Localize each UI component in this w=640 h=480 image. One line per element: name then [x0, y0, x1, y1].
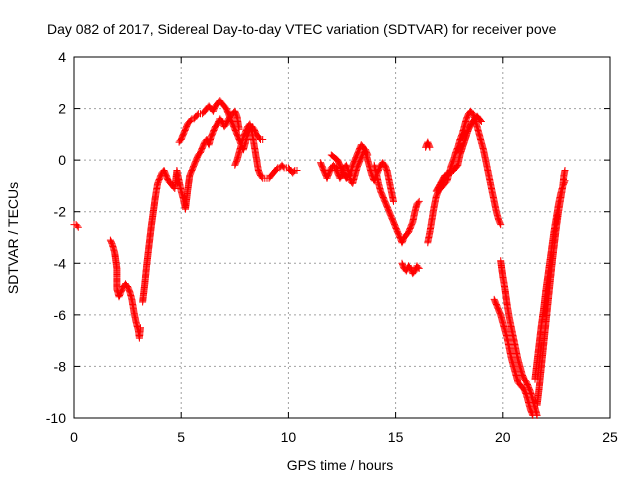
- y-tick-label: -6: [54, 307, 67, 323]
- series-markers: [70, 97, 569, 419]
- grid-lines: [74, 57, 610, 418]
- y-tick-label: -2: [54, 204, 67, 220]
- x-tick-labels: 0 5 10 15 20 25: [70, 429, 618, 445]
- x-tick-label: 15: [388, 429, 404, 445]
- x-tick-label: 10: [281, 429, 297, 445]
- y-tick-label: -4: [54, 255, 67, 271]
- data-points: [70, 97, 569, 419]
- y-tick-label: 0: [58, 152, 66, 168]
- y-tick-label: 2: [58, 101, 66, 117]
- y-tick-label: 4: [58, 49, 66, 65]
- y-tick-label: -8: [54, 358, 67, 374]
- plot-frame: [73, 56, 611, 419]
- axis-ticks: [73, 56, 611, 419]
- x-tick-label: 25: [602, 429, 618, 445]
- x-tick-label: 0: [70, 429, 78, 445]
- y-tick-labels: -10 -8 -6 -4 -2 0 2 4: [46, 49, 66, 426]
- y-axis-title: SDTVAR / TECUs: [5, 182, 21, 294]
- x-axis-title: GPS time / hours: [287, 457, 394, 473]
- y-tick-label: -10: [46, 410, 66, 426]
- chart-title: Day 082 of 2017, Sidereal Day-to-day VTE…: [47, 21, 557, 37]
- x-tick-label: 5: [177, 429, 185, 445]
- x-tick-label: 20: [495, 429, 511, 445]
